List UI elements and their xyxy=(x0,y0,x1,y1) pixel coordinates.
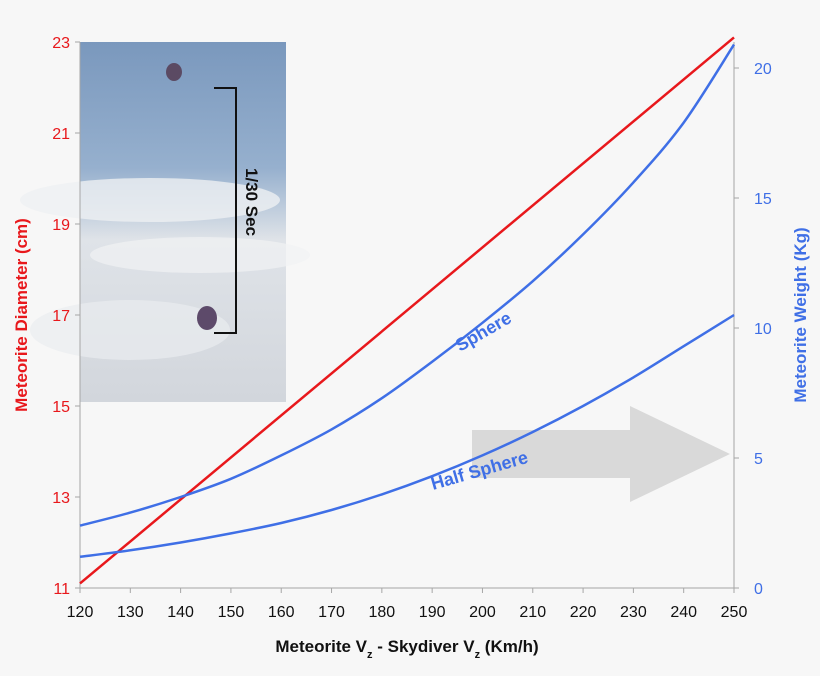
x-tick-label: 120 xyxy=(67,604,94,621)
left-tick-label: 23 xyxy=(52,35,70,52)
time-bracket xyxy=(214,87,237,334)
right-tick-label: 0 xyxy=(754,581,763,598)
left-tick-label: 11 xyxy=(53,581,70,598)
x-tick-label: 180 xyxy=(368,604,395,621)
meteorite-top xyxy=(166,63,182,81)
right-axis-label: Meteorite Weight (Kg) xyxy=(791,227,810,402)
x-tick-label: 160 xyxy=(268,604,295,621)
x-tick-label: 220 xyxy=(570,604,597,621)
x-tick-label: 230 xyxy=(620,604,647,621)
right-tick-label: 15 xyxy=(754,191,772,208)
meteorite-bottom xyxy=(197,306,217,330)
left-axis-label: Meteorite Diameter (cm) xyxy=(12,218,31,412)
x-axis-label: Meteorite Vz - Skydiver Vz (Km/h) xyxy=(275,637,538,661)
cloud-band xyxy=(90,237,310,273)
left-tick-label: 17 xyxy=(52,308,70,325)
x-tick-label: 190 xyxy=(419,604,446,621)
left-tick-label: 19 xyxy=(52,217,70,234)
left-tick-label: 21 xyxy=(52,126,70,143)
x-tick-label: 170 xyxy=(318,604,345,621)
x-tick-label: 130 xyxy=(117,604,144,621)
half-sphere-weight-line xyxy=(79,313,735,559)
x-label-mid: - Skydiver V xyxy=(373,637,476,656)
x-tick-label: 140 xyxy=(167,604,194,621)
x-tick-label: 210 xyxy=(519,604,546,621)
x-tick-label: 240 xyxy=(670,604,697,621)
right-tick-label: 20 xyxy=(754,61,772,78)
x-tick-label: 250 xyxy=(721,604,748,621)
x-axis-ticks: 120 130 140 150 160 170 180 190 200 210 220 230 240 2… xyxy=(67,588,748,621)
left-axis-ticks: 11 13 15 17 19 21 23 xyxy=(52,35,80,598)
right-tick-label: 10 xyxy=(754,321,772,338)
x-label-sub2: z xyxy=(475,649,481,661)
inset-time-label: 1/30 Sec xyxy=(242,168,261,236)
left-tick-label: 13 xyxy=(52,490,70,507)
x-label-prefix: Meteorite V xyxy=(275,637,367,656)
x-label-suffix: (Km/h) xyxy=(480,637,539,656)
right-axis-ticks: 0 5 10 15 20 xyxy=(734,61,772,598)
x-tick-label: 200 xyxy=(469,604,496,621)
right-tick-label: 5 xyxy=(754,451,763,468)
x-label-sub1: z xyxy=(367,649,373,661)
left-tick-label: 15 xyxy=(52,399,70,416)
sphere-weight-line xyxy=(79,43,736,527)
cloud-band xyxy=(20,178,280,222)
series-layer xyxy=(79,36,736,585)
x-tick-label: 150 xyxy=(218,604,245,621)
diameter-line xyxy=(79,36,735,585)
